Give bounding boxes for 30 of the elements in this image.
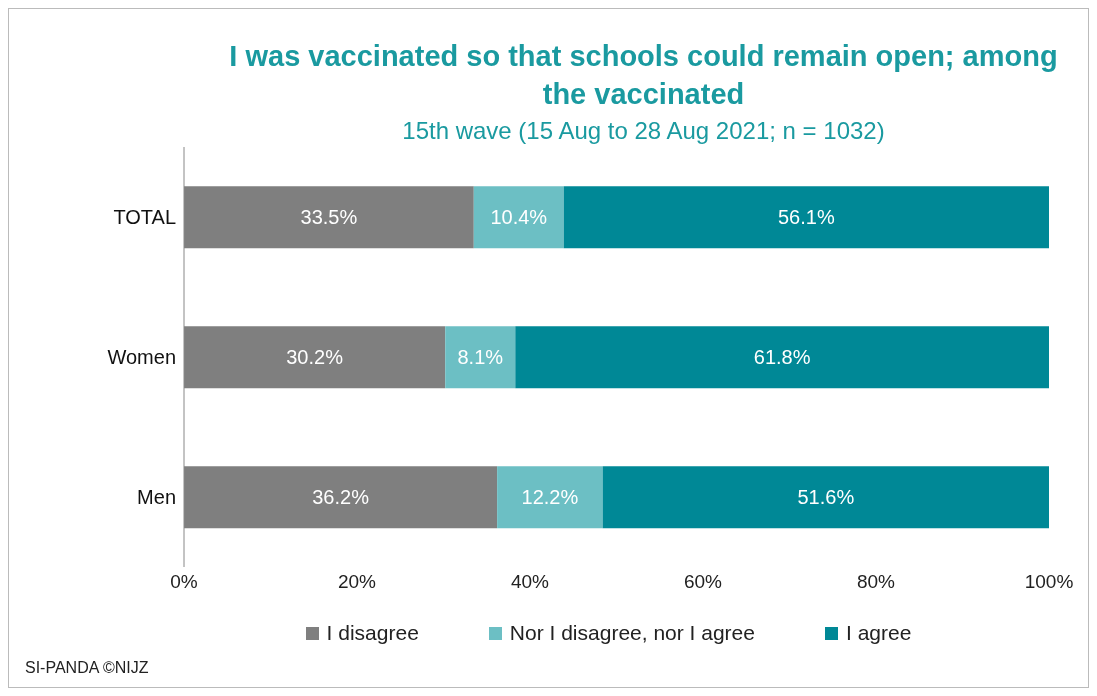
data-label: 8.1%: [457, 346, 504, 369]
legend-label: Nor I disagree, nor I agree: [508, 621, 755, 645]
data-label: 61.8%: [753, 346, 811, 369]
data-label: 56.1%: [778, 206, 835, 229]
y-tick-label: TOTAL: [113, 206, 176, 229]
text: SI-PANDA ©NIJZ: [25, 659, 149, 677]
bar: [515, 326, 1049, 389]
x-tick-label: 20%: [337, 571, 377, 593]
data-label: 12.2%: [521, 486, 579, 509]
data-label: 30.2%: [286, 346, 344, 369]
data-label: 10.4%: [490, 206, 548, 229]
x-tick-label: 60%: [683, 571, 723, 593]
data-label: 33.5%: [300, 206, 358, 229]
x-tick-label: 0%: [170, 571, 198, 593]
bar: [473, 186, 564, 249]
chart-title: I was vaccinated so that schools could remain open; among the vaccinated: [228, 39, 1059, 112]
bar: [497, 466, 603, 529]
data-label: 36.2%: [312, 486, 370, 509]
x-tick-label: 100%: [1024, 571, 1074, 593]
y-tick-label: Men: [137, 486, 176, 509]
chart-subtitle: 15th wave (15 Aug to 28 Aug 2021; n = 1032): [401, 117, 886, 145]
legend-label: I agree: [845, 621, 912, 645]
legend-label: I disagree: [325, 621, 419, 645]
bar: [445, 326, 516, 389]
x-tick-label: 40%: [510, 571, 550, 593]
y-tick-label: Women: [107, 346, 176, 369]
bar: [563, 186, 1049, 249]
data-label: 51.6%: [797, 486, 855, 509]
bar: [602, 466, 1049, 529]
x-tick-label: 80%: [856, 571, 896, 593]
